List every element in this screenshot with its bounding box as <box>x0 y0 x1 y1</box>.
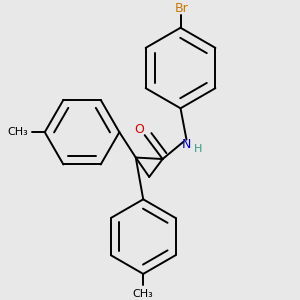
Text: O: O <box>134 123 144 136</box>
Text: Br: Br <box>175 2 189 15</box>
Text: H: H <box>194 145 202 154</box>
Text: CH₃: CH₃ <box>8 127 29 136</box>
Text: N: N <box>182 138 191 151</box>
Text: CH₃: CH₃ <box>133 290 154 299</box>
